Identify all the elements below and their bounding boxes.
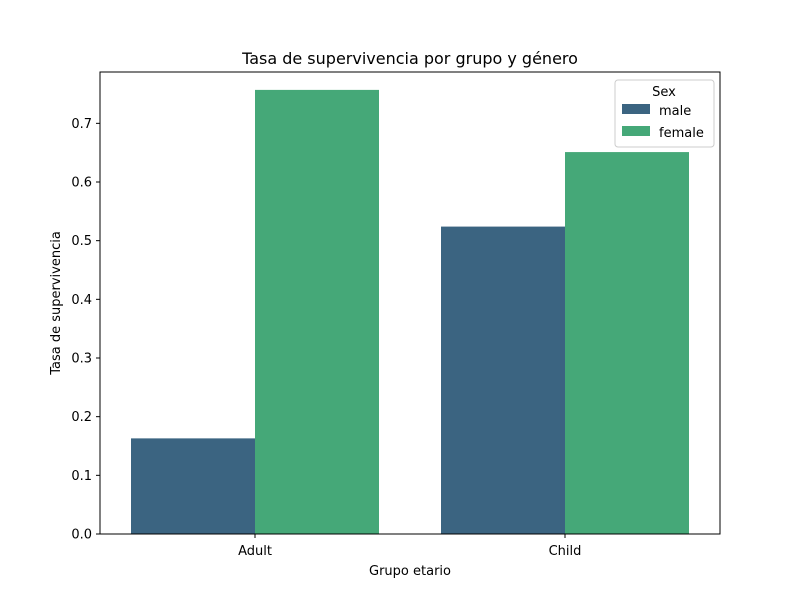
x-axis-label: Grupo etario — [369, 564, 451, 579]
legend-swatch-male — [622, 104, 650, 114]
y-axis-label: Tasa de supervivencia — [49, 231, 64, 376]
y-tick-label: 0.5 — [71, 234, 92, 249]
legend-title: Sex — [652, 85, 676, 100]
legend-swatch-female — [622, 126, 650, 136]
y-axis-ticks: 0.0 0.1 0.2 0.3 0.4 0.5 0.6 0.7 — [71, 117, 100, 543]
chart-title: Tasa de supervivencia por grupo y género — [241, 49, 578, 68]
legend-label-male: male — [659, 104, 691, 119]
y-tick-label: 0.2 — [71, 410, 92, 425]
bars-layer — [131, 89, 689, 534]
y-tick-label: 0.3 — [71, 352, 92, 367]
bar-male-adult — [131, 438, 255, 534]
y-tick-label: 0.6 — [71, 176, 92, 191]
legend: Sex male female — [614, 79, 715, 148]
y-tick-label: 0.0 — [71, 528, 92, 543]
bar-male-child — [441, 226, 565, 534]
y-tick-label: 0.1 — [71, 469, 92, 484]
plot-frame — [99, 71, 721, 535]
x-axis-ticks: Adult Child — [238, 534, 581, 559]
bar-female-adult — [255, 89, 379, 534]
bar-female-child — [565, 152, 689, 534]
legend-label-female: female — [659, 126, 704, 141]
y-tick-label: 0.4 — [71, 293, 92, 308]
y-tick-label: 0.7 — [71, 117, 92, 132]
axes-layer — [99, 71, 721, 535]
x-tick-label: Adult — [238, 544, 272, 559]
x-tick-label: Child — [549, 544, 582, 559]
